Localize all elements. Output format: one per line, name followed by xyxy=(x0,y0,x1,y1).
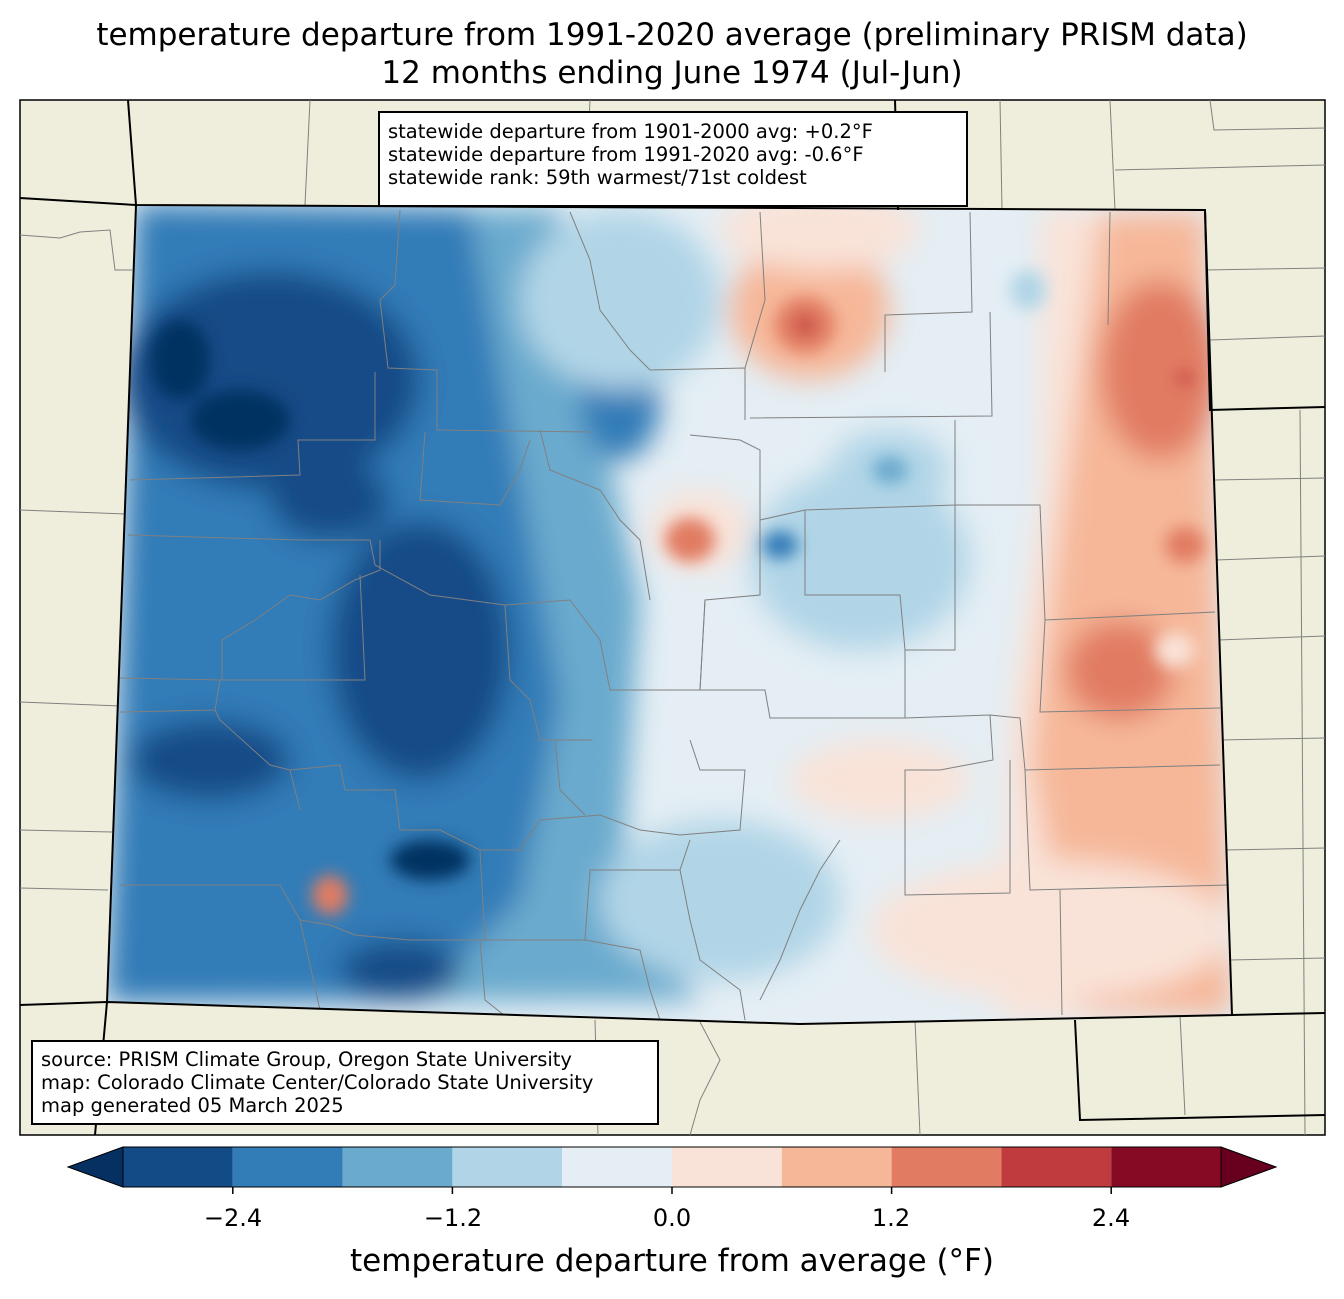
colorbar-bin xyxy=(1001,1147,1112,1187)
colorbar-label: temperature departure from average (°F) xyxy=(350,1243,994,1279)
stat-line: statewide rank: 59th warmest/71st coldes… xyxy=(388,166,807,189)
colorbar-tick-label: −1.2 xyxy=(423,1204,483,1232)
temperature-raster xyxy=(107,205,1232,1024)
neighbor-county-lines xyxy=(19,99,1326,1136)
colorbar-bin xyxy=(891,1147,1002,1187)
county-lines xyxy=(119,209,1229,1021)
colorbar-tick-label: 0.0 xyxy=(652,1204,692,1232)
colorbar-bin xyxy=(562,1147,672,1187)
map-title: temperature departure from 1991-2020 ave… xyxy=(96,17,1248,53)
colorbar-bin xyxy=(1111,1147,1221,1187)
colorbar xyxy=(66,1146,1278,1194)
colorbar-tick-label: 2.4 xyxy=(1091,1204,1131,1232)
statewide-stats-box: statewide departure from 1901-2000 avg: … xyxy=(378,111,968,207)
colorbar-bin xyxy=(452,1147,563,1187)
colorbar-bin xyxy=(781,1147,892,1187)
colorbar-extend-high xyxy=(1220,1146,1278,1188)
map-subtitle: 12 months ending June 1974 (Jul-Jun) xyxy=(381,55,963,91)
stat-line: statewide departure from 1991-2020 avg: … xyxy=(388,143,864,166)
colorbar-extend-low xyxy=(66,1146,124,1188)
credit-line: map generated 05 March 2025 xyxy=(41,1094,344,1117)
colorbar-bin xyxy=(232,1147,343,1187)
colorbar-bin xyxy=(123,1147,233,1187)
credit-line: source: PRISM Climate Group, Oregon Stat… xyxy=(41,1048,572,1071)
colorbar-bin xyxy=(342,1147,453,1187)
source-credits-box: source: PRISM Climate Group, Oregon Stat… xyxy=(31,1040,659,1125)
credit-line: map: Colorado Climate Center/Colorado St… xyxy=(41,1071,594,1094)
colorbar-tick-label: 1.2 xyxy=(871,1204,911,1232)
stat-line: statewide departure from 1901-2000 avg: … xyxy=(388,120,873,143)
colorbar-bin xyxy=(672,1147,782,1187)
colorbar-tick-label: −2.4 xyxy=(203,1204,263,1232)
